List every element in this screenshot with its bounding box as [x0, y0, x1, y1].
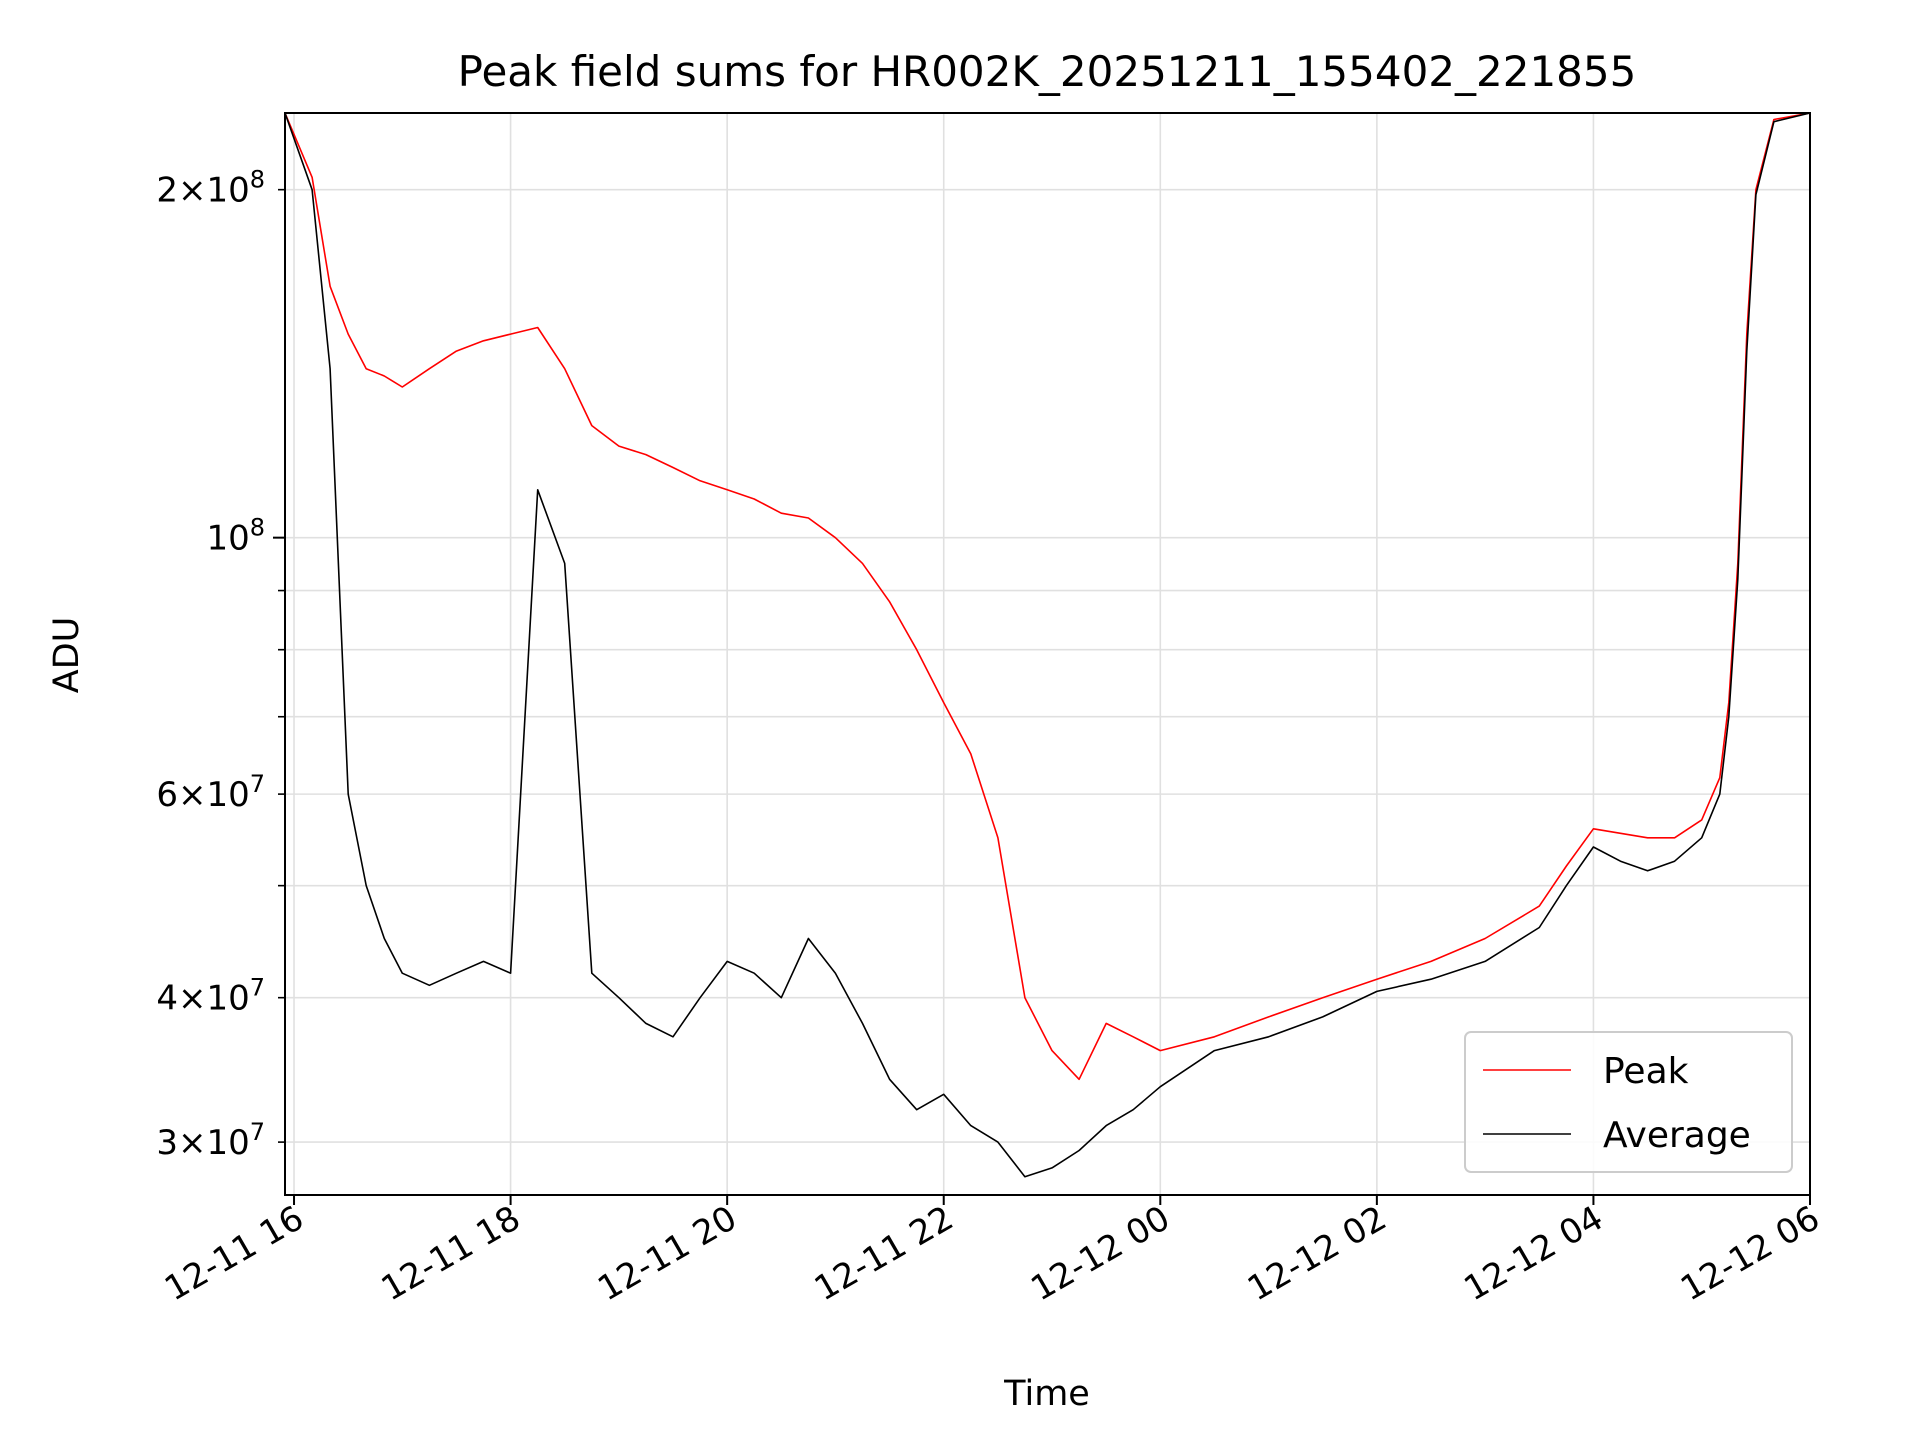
legend: Peak Average	[1464, 1031, 1793, 1173]
y-axis: 108 3×107 4×107 6×107 2×108	[156, 166, 285, 1163]
legend-label-average: Average	[1603, 1115, 1751, 1156]
chart-title: Peak field sums for HR002K_20251211_1554…	[458, 47, 1637, 96]
series-layer	[284, 112, 1811, 1178]
legend-box	[1464, 1031, 1793, 1173]
y-tick-label: 4×107	[156, 974, 265, 1019]
y-tick-label: 108	[206, 514, 265, 559]
y-tick-label: 2×108	[156, 166, 265, 211]
x-axis-label: Time	[1003, 1374, 1090, 1414]
y-tick-label: 6×107	[156, 770, 265, 815]
series-line-average	[284, 112, 1811, 1178]
legend-label-peak: Peak	[1603, 1051, 1689, 1092]
plot-frame	[284, 112, 1811, 1196]
y-tick-label: 3×107	[156, 1118, 265, 1163]
y-axis-label: ADU	[47, 617, 87, 694]
series-line-peak	[284, 112, 1811, 1081]
